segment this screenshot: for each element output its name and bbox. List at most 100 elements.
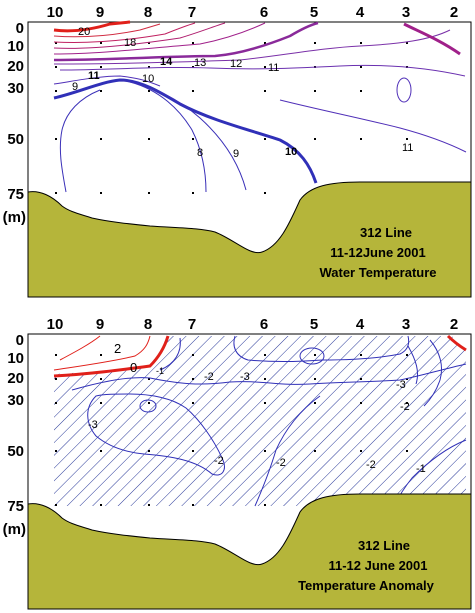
depth-label: 50 [7,443,24,460]
contour-label: 11 [402,142,413,154]
depth-label: 75 [7,186,24,203]
station-label: 7 [188,4,196,21]
contour-line [396,77,412,103]
temperature-contour-labels: 20 18 14 13 12 11 11 10 9 9 8 10 11 [72,26,413,160]
depth-label: 30 [7,392,24,409]
contour-label: -2 [204,371,214,383]
panel-caption: 312 Line 11-12 June 2001 Temperature Ano… [298,538,435,593]
contour-label: 11 [268,62,279,74]
depth-unit: (m) [3,521,26,538]
contour-line [53,22,266,55]
contour-line [53,335,151,371]
contour-label: 11 [88,70,100,82]
anomaly-contours [53,334,467,507]
depth-axis-top: 0 10 20 30 50 75 (m) [3,20,26,226]
panel-caption: 312 Line 11-12June 2001 Water Temperatur… [319,225,436,280]
sample-points [55,42,408,194]
temperature-contours [53,20,467,193]
contour-line [53,23,161,38]
contour-label: 18 [124,37,136,49]
contour-label: -2 [276,457,286,469]
station-label: 8 [144,316,152,333]
contour-label: 8 [197,147,203,159]
depth-label: 20 [7,58,24,75]
seafloor [27,493,472,610]
contour-line [53,335,170,378]
survey-dates: 11-12June 2001 [330,245,425,260]
station-label: 2 [450,4,458,21]
line-name: 312 Line [358,538,410,553]
station-label: 4 [356,4,365,21]
contour-label: -1 [156,366,164,376]
station-label: 6 [260,4,268,21]
station-label: 8 [144,4,152,21]
contour-label: -2 [366,459,376,471]
contour-line [59,335,101,361]
contour-line [53,21,319,62]
contour-line [53,20,131,33]
contour-label: 13 [194,57,206,69]
temperature-panel: 10 9 8 7 6 5 4 3 2 0 10 20 30 50 75 (m) [3,4,472,298]
parameter-name: Temperature Anomaly [298,578,435,593]
contour-line [139,399,157,413]
contour-label: 12 [230,58,242,70]
contour-line [446,334,467,352]
survey-dates: 11-12 June 2001 [328,558,427,573]
contour-line [53,22,226,49]
station-label: 4 [356,316,365,333]
station-label: 10 [47,316,64,333]
contour-line [71,363,467,391]
contour-line [299,347,325,365]
contour-line [53,29,451,65]
depth-label: 10 [7,350,24,367]
contour-label: 10 [285,146,297,158]
station-label: 10 [47,4,64,21]
anomaly-panel: 10 9 8 7 6 5 4 3 2 0 10 20 30 50 75 (m) [3,316,472,610]
contour-label: 10 [142,73,154,85]
contour-line [53,22,196,44]
contour-label: -3 [396,379,406,391]
station-label: 5 [310,4,318,21]
depth-label: 75 [7,498,24,515]
contour-line [53,75,161,87]
contour-line [159,337,181,371]
depth-label: 0 [16,20,24,37]
contour-label: 9 [72,81,78,93]
depth-label: 50 [7,131,24,148]
depth-label: 20 [7,370,24,387]
depth-label: 10 [7,38,24,55]
negative-anomaly-area [54,336,466,506]
contour-line [59,64,466,77]
contour-label: -3 [240,371,250,383]
station-label: 6 [260,316,268,333]
contour-label: -3 [88,419,98,431]
contour-line [53,78,318,184]
line-name: 312 Line [360,225,412,240]
station-label: 3 [402,316,410,333]
anomaly-contour-labels: 2 0 -1 -2 -3 -3 -2 -3 -2 -2 -2 -1 [88,341,426,475]
contour-label: 2 [114,341,121,356]
seafloor [27,181,472,298]
station-label: 2 [450,316,458,333]
contour-line [423,339,443,407]
contour-line [403,22,461,56]
contour-line [59,89,101,193]
station-axis-bottom: 10 9 8 7 6 5 4 3 2 [47,316,459,333]
station-axis-top: 10 9 8 7 6 5 4 3 2 [47,4,459,21]
station-label: 5 [310,316,318,333]
parameter-name: Water Temperature [319,265,436,280]
contour-label: 20 [78,26,90,38]
depth-label: 30 [7,80,24,97]
contour-line [129,81,207,193]
contour-label: 9 [233,148,239,160]
contour-label: -2 [214,455,224,467]
contour-label: 0 [130,360,137,375]
station-label: 3 [402,4,410,21]
contour-label: 14 [160,56,173,68]
depth-unit: (m) [3,209,26,226]
contour-line [119,79,247,191]
depth-axis-bottom: 0 10 20 30 50 75 (m) [3,332,26,538]
station-label: 9 [96,4,104,21]
contour-line [407,345,419,385]
